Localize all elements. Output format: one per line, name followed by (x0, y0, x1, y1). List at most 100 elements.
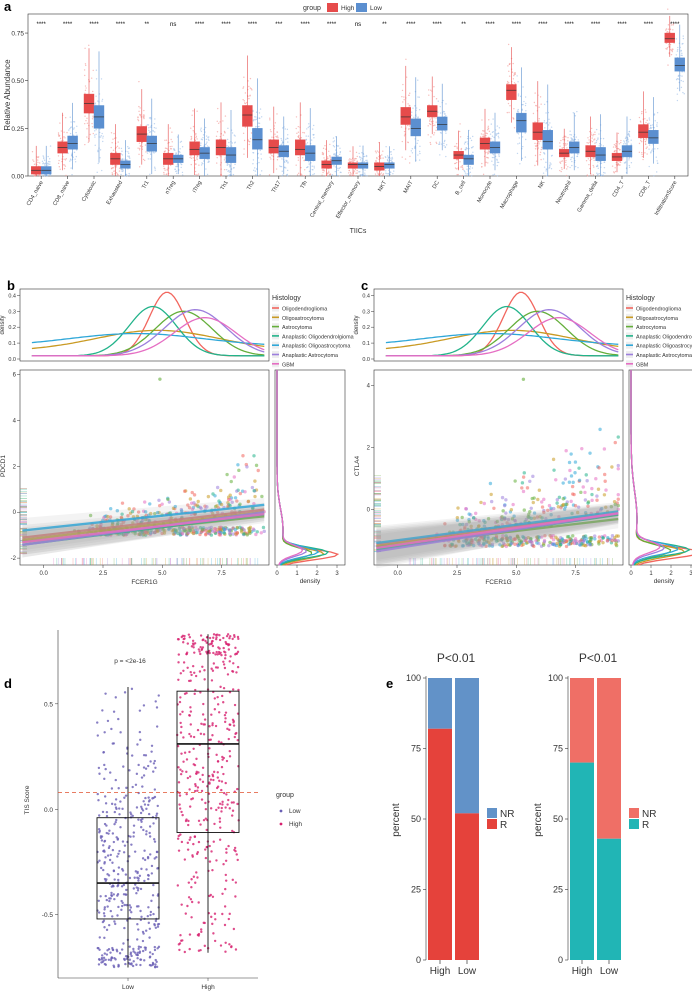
data-point (43, 163, 46, 165)
data-point (625, 136, 627, 138)
data-point (148, 831, 151, 835)
data-point (37, 159, 39, 161)
legend-label-high: High (341, 5, 355, 12)
data-point (597, 173, 599, 175)
data-point (641, 155, 644, 158)
data-point (219, 488, 223, 493)
data-point (260, 170, 263, 172)
data-point (427, 125, 429, 127)
data-point (137, 877, 140, 880)
data-point (118, 170, 121, 172)
data-point (433, 95, 435, 98)
data-point (109, 771, 112, 774)
data-point (569, 499, 573, 504)
data-point (195, 132, 197, 135)
data-point (113, 170, 115, 172)
data-point (85, 64, 87, 67)
box-low (437, 116, 448, 131)
data-point (683, 71, 685, 73)
fit-ribbon (22, 507, 265, 555)
data-point (574, 115, 577, 117)
legend-title: Histology (626, 295, 655, 302)
data-point (517, 143, 519, 145)
data-point (270, 130, 272, 133)
significance-label: **** (433, 22, 443, 28)
box-high (347, 162, 359, 169)
data-point (348, 159, 350, 161)
data-point (681, 52, 683, 55)
data-point (538, 143, 540, 145)
data-point (676, 50, 679, 52)
data-point (416, 142, 418, 145)
legend-label: Anaplastic Astrocytoma (282, 353, 338, 359)
data-point (270, 153, 272, 155)
data-point (235, 531, 240, 535)
data-point (477, 519, 481, 523)
data-point (638, 116, 641, 119)
significance-label: **** (327, 22, 337, 28)
data-point (138, 110, 140, 113)
data-point (516, 75, 518, 77)
data-point (104, 802, 108, 805)
data-point (355, 157, 357, 160)
data-point (110, 885, 114, 888)
data-point (617, 164, 619, 166)
data-point (229, 165, 231, 167)
data-point (75, 155, 77, 158)
data-point (411, 111, 413, 113)
data-point (339, 147, 341, 149)
data-point (127, 151, 129, 153)
marginal-x-tick-label: 3 (335, 571, 339, 577)
data-point (547, 503, 552, 508)
data-point (190, 490, 194, 495)
data-point (135, 892, 138, 895)
data-point (146, 133, 149, 135)
data-point (300, 166, 302, 169)
data-point (545, 170, 547, 172)
data-point (456, 158, 458, 161)
data-point (202, 163, 204, 165)
data-point (211, 492, 215, 496)
data-point (621, 158, 624, 160)
data-point (281, 170, 283, 172)
data-point (143, 510, 148, 514)
data-point (204, 126, 207, 129)
data-point (433, 86, 435, 88)
data-point (163, 173, 165, 176)
data-point (60, 130, 63, 132)
data-point (281, 127, 284, 129)
data-point (403, 96, 405, 98)
panel-label-a: a (4, 0, 12, 14)
data-point (400, 126, 403, 128)
data-point (95, 133, 97, 136)
data-point (491, 135, 494, 137)
data-point (349, 161, 351, 163)
data-point (546, 175, 548, 177)
data-point (602, 447, 607, 451)
data-point (653, 127, 655, 129)
data-point (640, 140, 643, 143)
data-point (600, 162, 603, 165)
data-point (203, 533, 208, 537)
significance-label: **** (406, 22, 416, 28)
data-point (411, 152, 414, 154)
data-point (125, 786, 128, 790)
data-point (249, 77, 252, 80)
data-point (47, 155, 49, 158)
data-point (559, 145, 561, 147)
data-point (570, 158, 572, 161)
data-point (349, 171, 352, 174)
data-point (144, 929, 148, 932)
data-point (404, 158, 407, 160)
data-point (435, 141, 437, 143)
data-point (525, 102, 527, 105)
marginal-density-curve (276, 370, 307, 566)
data-point (154, 118, 156, 120)
data-point (143, 858, 147, 862)
data-point (652, 124, 654, 126)
data-point (492, 118, 494, 120)
data-point (535, 160, 538, 162)
data-point (170, 138, 172, 141)
data-point (602, 171, 605, 174)
data-point (105, 814, 109, 818)
